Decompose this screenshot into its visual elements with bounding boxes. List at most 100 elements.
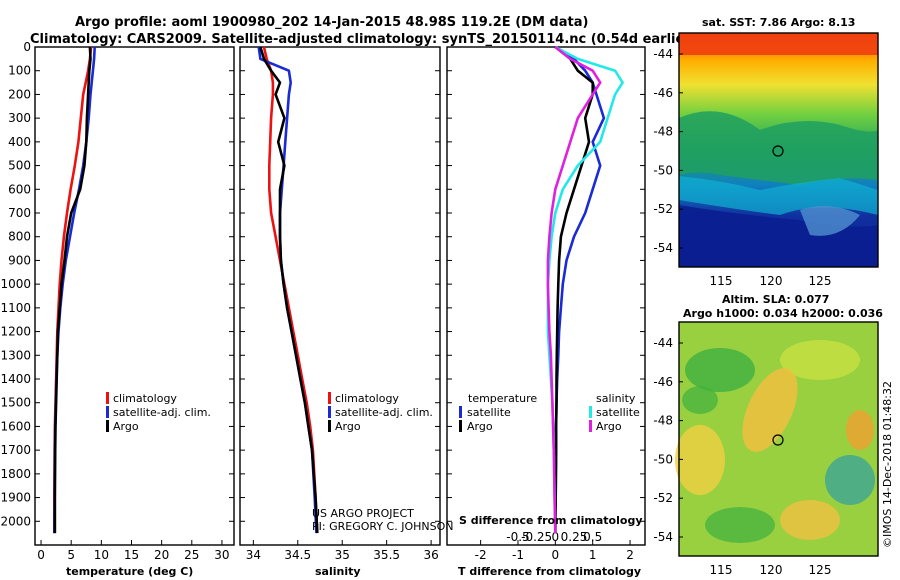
depth-tick-label: 1900 [0, 491, 31, 505]
sst-map-lon-labels: 115 120 125 [710, 274, 832, 288]
x-tick-label: 1 [589, 548, 597, 562]
title-line-1: Argo profile: aoml 1900980_202 14-Jan-20… [75, 15, 588, 30]
depth-tick-label: 0 [23, 40, 31, 54]
lat-tick-label: -46 [653, 375, 673, 389]
imos-stamp: ©IMOS 14-Dec-2018 01:48:32 [881, 381, 894, 548]
temperature-axes [34, 46, 235, 546]
depth-tick-label: 500 [8, 159, 31, 173]
series-line-climatology [262, 46, 319, 534]
project-line-1: US ARGO PROJECT [312, 507, 414, 520]
legend-satellite: satellite-adj. clim. [113, 406, 211, 419]
s-difference-tick-label: 0.5 [583, 530, 602, 544]
legend-climatology: climatology [335, 392, 399, 405]
temperature-panel: 0100200300400500600700800900100011001200… [0, 40, 235, 578]
legend-swatch-climatology [106, 392, 109, 404]
legend-swatch-satellite [106, 406, 109, 418]
difference-legend-salinity: salinity satellite Argo [589, 392, 640, 433]
x-tick-label: 20 [154, 548, 169, 562]
lat-tick-label: -52 [653, 202, 673, 216]
sst-map-lat-labels: -44 -46 -48 -50 -52 -54 [653, 47, 683, 255]
series-line-t-satellite [554, 45, 606, 534]
s-difference-tick-label: 0.25 [561, 530, 588, 544]
project-line-2: PI: GREGORY C. JOHNSON [312, 520, 453, 533]
lat-tick-label: -46 [653, 86, 673, 100]
depth-tick-label: 1300 [0, 348, 31, 362]
difference-panel: -2 -1 0 1 2 -0.5-0.25 0 0.250.5 T difference f… [446, 45, 646, 578]
x-tick-label: 35.5 [373, 548, 400, 562]
depth-tick-label: 1600 [0, 419, 31, 433]
salinity-legend: climatology satellite-adj. clim. Argo [328, 392, 433, 433]
x-tick-label: 34.5 [284, 548, 311, 562]
lon-tick-label: 120 [760, 563, 783, 577]
lat-tick-label: -50 [653, 452, 673, 466]
series-line-s-argo [546, 45, 602, 534]
sla-map-frame [678, 321, 879, 557]
legend-swatch-s-satellite [589, 406, 592, 418]
title-line-2: Climatology: CARS2009. Satellite-adjuste… [30, 32, 697, 47]
depth-tick-label: 700 [8, 206, 31, 220]
x-tick-label: -2 [475, 548, 487, 562]
temperature-series [53, 46, 96, 534]
x-tick-label: 2 [626, 548, 634, 562]
difference-series [546, 45, 624, 534]
depth-tick-label: 1500 [0, 396, 31, 410]
t-difference-tick-labels: -2 -1 0 1 2 [447, 46, 645, 562]
legend-swatch-climatology [328, 392, 331, 404]
lon-tick-label: 115 [710, 563, 733, 577]
legend-t-argo: Argo [467, 420, 493, 433]
legend-temperature-title: temperature [468, 392, 537, 405]
legend-argo: Argo [113, 420, 139, 433]
x-tick-label: 5 [67, 548, 75, 562]
depth-tick-label: 1700 [0, 443, 31, 457]
temperature-tick-labels: 0 5 10 15 20 25 30 [35, 46, 234, 562]
depth-tick-label: 900 [8, 253, 31, 267]
legend-salinity-title: salinity [596, 392, 636, 405]
s-difference-tick-label: -0.25 [521, 530, 552, 544]
depth-tick-label: 1100 [0, 301, 31, 315]
depth-tick-label: 1400 [0, 372, 31, 386]
sst-map-frame [678, 32, 879, 268]
s-difference-xlabel: S difference from climatology [459, 514, 643, 527]
depth-tick-label: 300 [8, 111, 31, 125]
series-line-t-argo [554, 45, 594, 534]
lon-tick-label: 125 [809, 563, 832, 577]
lat-tick-label: -54 [653, 241, 673, 255]
legend-swatch-satellite [328, 406, 331, 418]
lat-tick-label: -44 [653, 336, 673, 350]
lat-tick-label: -48 [653, 125, 673, 139]
depth-tick-label: 2000 [0, 514, 31, 528]
sst-map-title: sat. SST: 7.86 Argo: 8.13 [702, 16, 855, 29]
float-position-marker [772, 145, 784, 157]
depth-tick-label: 800 [8, 230, 31, 244]
sla-map-panel: Altim. SLA: 0.077 Argo h1000: 0.034 h200… [653, 293, 883, 577]
s-difference-tick-labels: -0.5-0.25 0 0.250.5 [506, 530, 602, 544]
depth-tick-label: 1000 [0, 277, 31, 291]
lat-tick-label: -44 [653, 47, 673, 61]
series-line-argo [259, 46, 319, 534]
x-tick-label: 30 [214, 548, 229, 562]
salinity-xlabel: salinity [315, 565, 361, 578]
lat-tick-label: -52 [653, 491, 673, 505]
temperature-legend: climatology satellite-adj. clim. Argo [106, 392, 211, 433]
depth-tick-label: 100 [8, 64, 31, 78]
sla-map-title-1: Altim. SLA: 0.077 [722, 293, 829, 306]
x-tick-label: -1 [512, 548, 524, 562]
x-tick-label: 15 [124, 548, 139, 562]
legend-swatch-argo [106, 420, 109, 432]
legend-swatch-t-argo [459, 420, 462, 432]
depth-tick-label: 1800 [0, 467, 31, 481]
depth-tick-label: 1200 [0, 325, 31, 339]
lon-tick-label: 120 [760, 274, 783, 288]
lon-tick-label: 115 [710, 274, 733, 288]
depth-tick-label: 600 [8, 182, 31, 196]
difference-axes [446, 46, 646, 546]
legend-swatch-s-argo [589, 420, 592, 432]
x-tick-label: 10 [94, 548, 109, 562]
s-difference-tick-label: 0 [552, 530, 560, 544]
x-tick-label: 0 [37, 548, 45, 562]
difference-legend-temperature: temperature satellite Argo [459, 392, 537, 433]
salinity-series [257, 46, 319, 534]
x-tick-label: 36 [423, 548, 438, 562]
legend-climatology: climatology [113, 392, 177, 405]
